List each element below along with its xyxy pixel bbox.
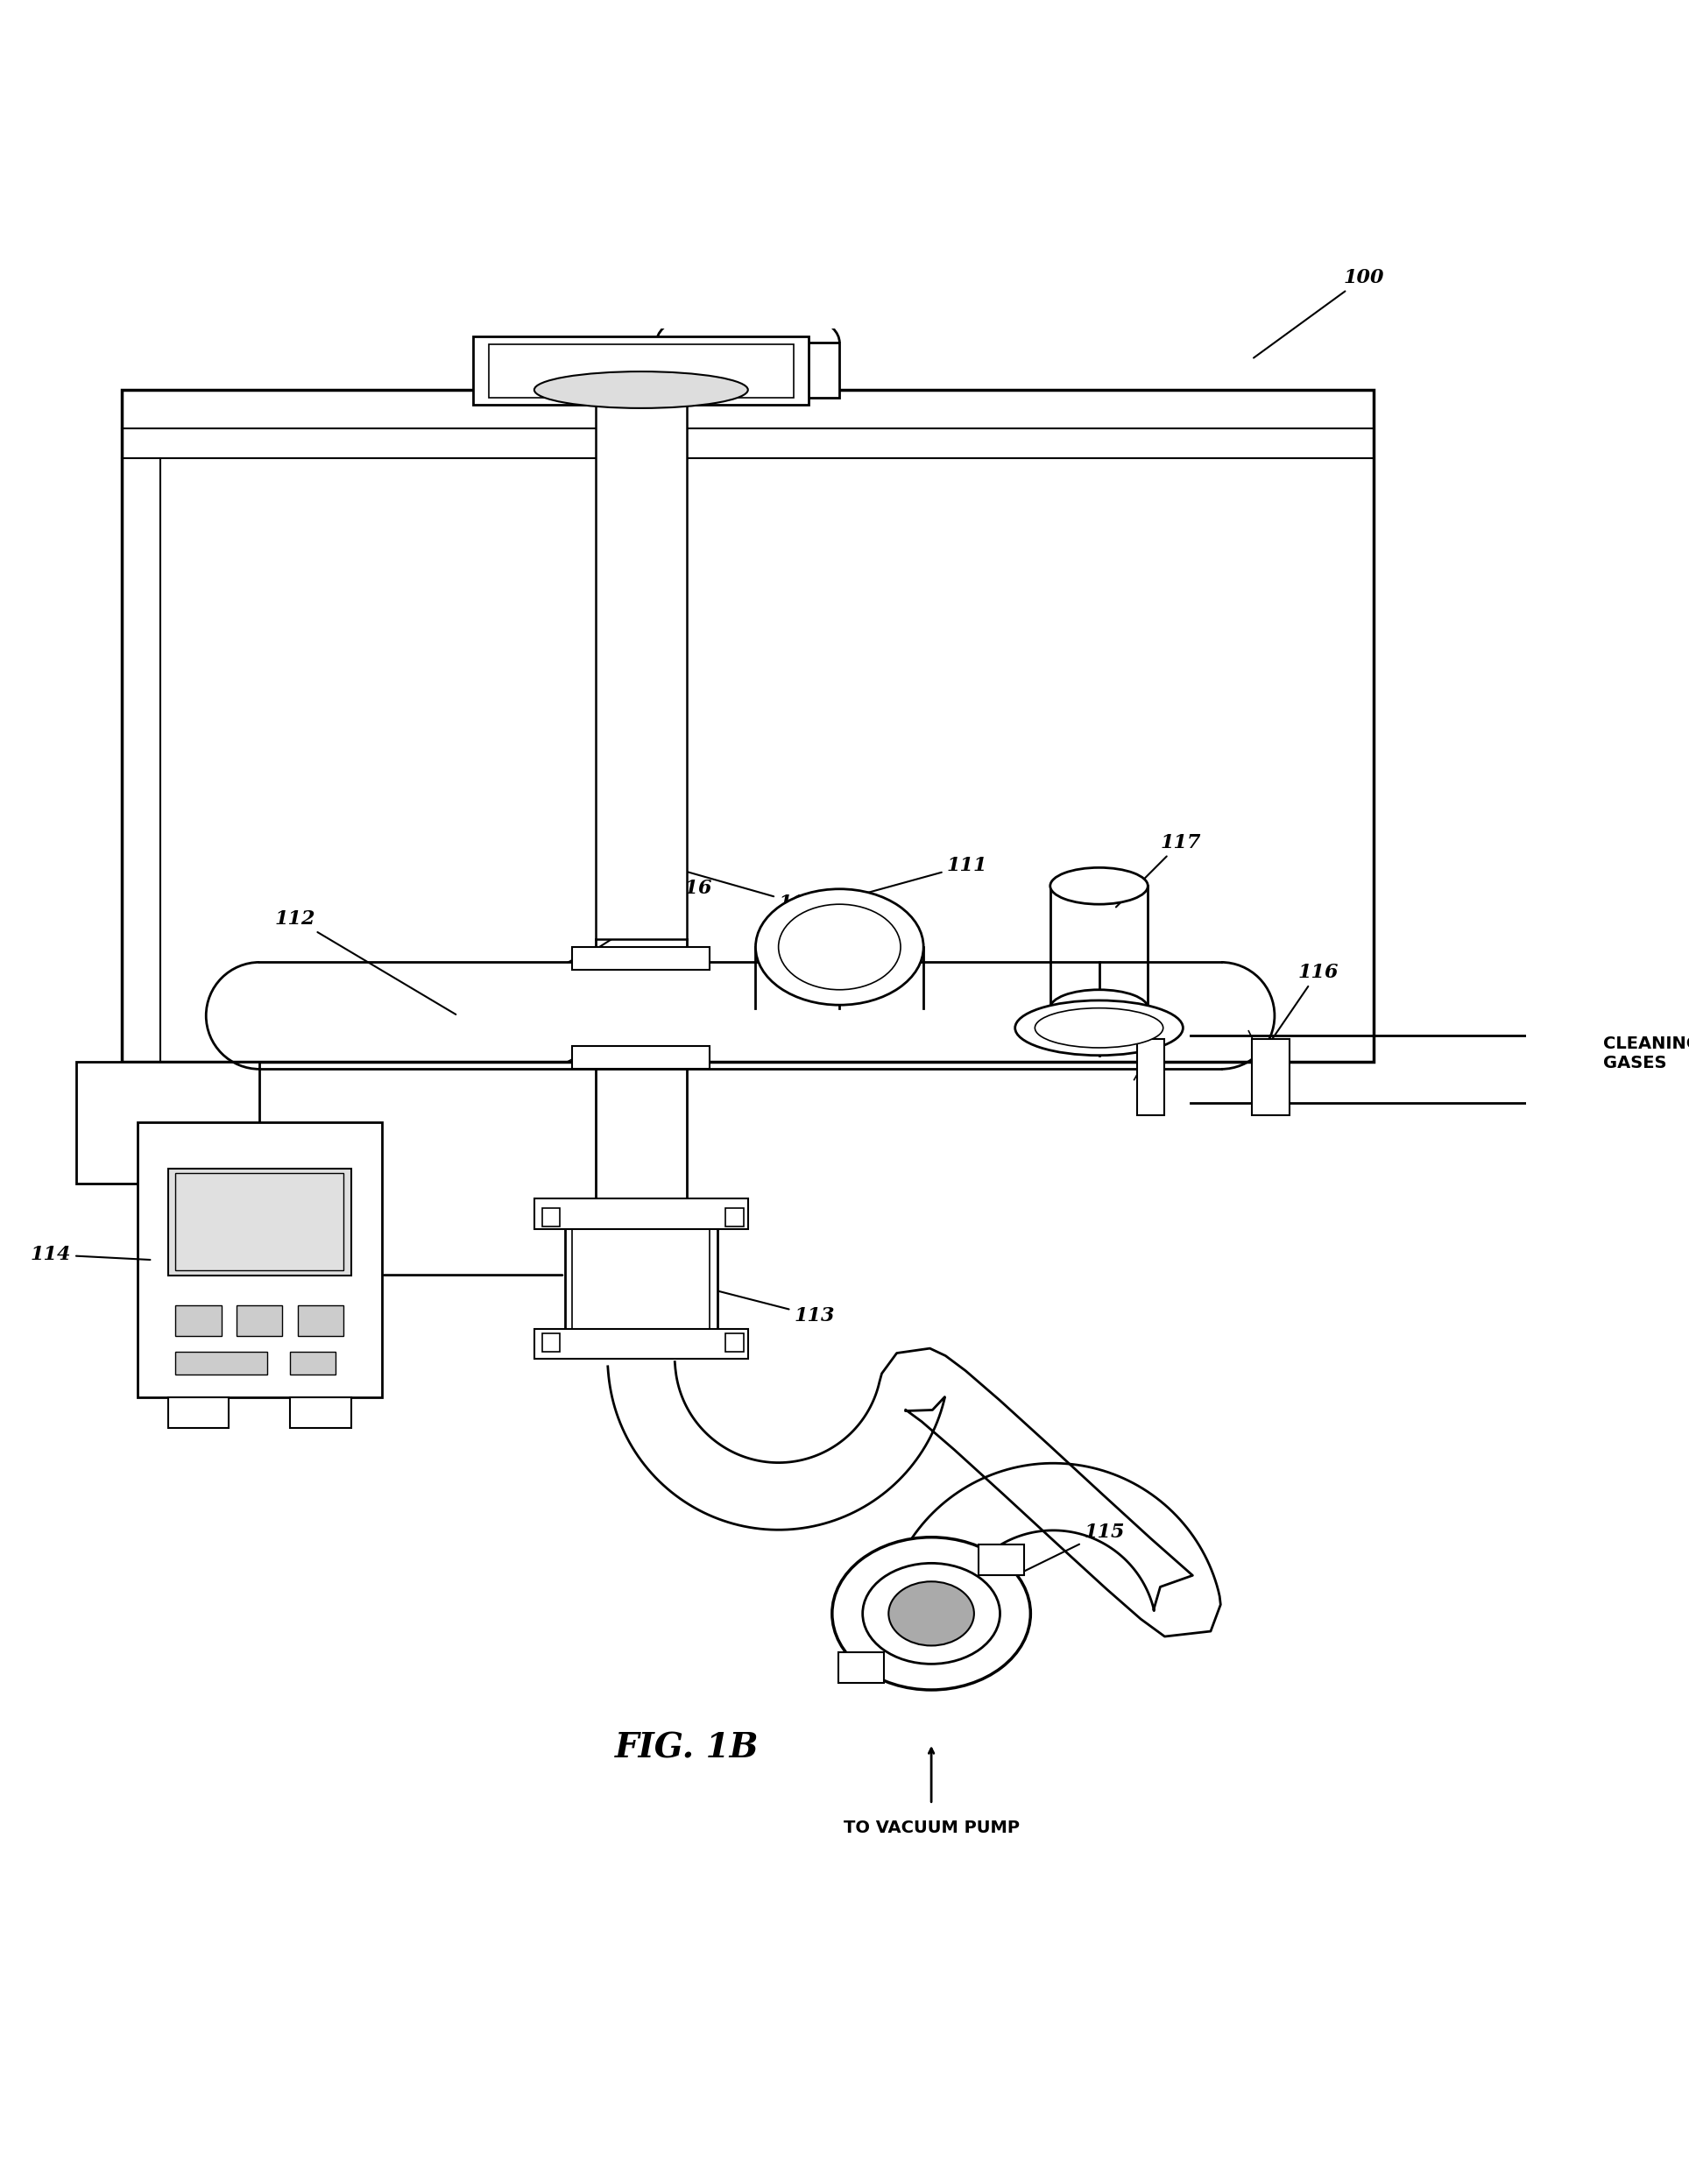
Text: 112: 112 bbox=[275, 909, 456, 1013]
Bar bbox=[1252, 1040, 1290, 1114]
Bar bbox=[176, 1352, 267, 1374]
Ellipse shape bbox=[1015, 1000, 1182, 1055]
Ellipse shape bbox=[1534, 1035, 1579, 1103]
Bar bbox=[76, 1061, 260, 1184]
Text: 111: 111 bbox=[811, 856, 986, 909]
Text: 100: 100 bbox=[1253, 269, 1383, 358]
Bar bbox=[595, 404, 687, 939]
Bar bbox=[1137, 1040, 1165, 1114]
Bar bbox=[297, 1306, 343, 1337]
Text: 114: 114 bbox=[30, 1245, 150, 1265]
Text: 110: 110 bbox=[659, 863, 819, 913]
Bar bbox=[167, 1398, 230, 1428]
Bar bbox=[176, 1306, 221, 1337]
Text: 115: 115 bbox=[1002, 1522, 1125, 1581]
Text: 117: 117 bbox=[1116, 832, 1201, 906]
Text: 113: 113 bbox=[659, 1275, 834, 1326]
Text: CLEANING
GASES: CLEANING GASES bbox=[1603, 1035, 1689, 1072]
Bar bbox=[573, 1046, 709, 1070]
Bar bbox=[291, 1352, 336, 1374]
Ellipse shape bbox=[1051, 989, 1149, 1026]
Bar bbox=[657, 343, 839, 397]
Ellipse shape bbox=[1035, 1009, 1164, 1048]
Bar bbox=[122, 389, 1373, 1061]
Bar bbox=[725, 1208, 743, 1227]
Ellipse shape bbox=[888, 1581, 975, 1645]
Ellipse shape bbox=[833, 1538, 1030, 1690]
Bar bbox=[236, 1306, 282, 1337]
Bar bbox=[725, 1332, 743, 1352]
Bar bbox=[573, 1221, 709, 1328]
Bar bbox=[291, 1398, 351, 1428]
Bar bbox=[176, 1173, 343, 1271]
Text: 116: 116 bbox=[1253, 963, 1338, 1068]
Bar bbox=[978, 1544, 1024, 1575]
Ellipse shape bbox=[1051, 867, 1149, 904]
Bar bbox=[564, 1214, 718, 1337]
Bar bbox=[473, 336, 809, 404]
Bar bbox=[534, 1199, 748, 1230]
Bar bbox=[534, 1328, 748, 1358]
Text: 116: 116 bbox=[583, 878, 713, 959]
Polygon shape bbox=[608, 1348, 1221, 1636]
Bar bbox=[573, 948, 709, 970]
Bar bbox=[838, 1653, 883, 1684]
Ellipse shape bbox=[863, 1564, 1000, 1664]
Bar bbox=[137, 1123, 382, 1398]
Bar bbox=[542, 1208, 561, 1227]
Text: FIG. 1B: FIG. 1B bbox=[615, 1732, 758, 1765]
Ellipse shape bbox=[755, 889, 924, 1005]
Ellipse shape bbox=[779, 904, 900, 989]
Bar bbox=[488, 345, 794, 397]
Ellipse shape bbox=[534, 371, 748, 408]
Bar bbox=[542, 1332, 561, 1352]
Bar bbox=[167, 1168, 351, 1275]
Text: TO VACUUM PUMP: TO VACUUM PUMP bbox=[843, 1819, 1020, 1837]
